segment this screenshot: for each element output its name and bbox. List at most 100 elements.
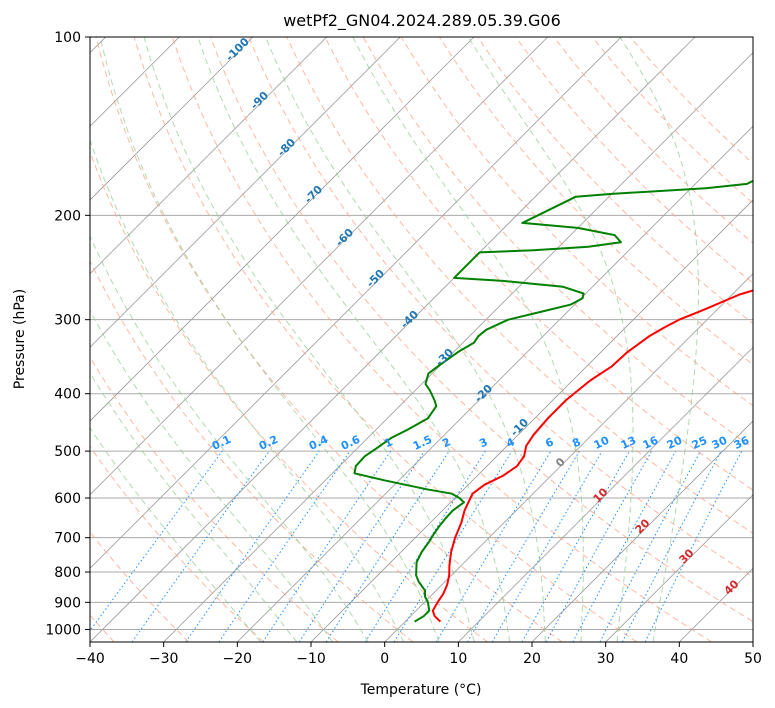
mixing-ratio-label: 8 (570, 435, 582, 450)
plot-frame (89, 36, 754, 643)
y-axis-label: Pressure (hPa) (12, 289, 28, 389)
moist-adiabat (90, 235, 369, 642)
mixing-ratio-line (545, 450, 653, 642)
dry-adiabat (553, 37, 753, 244)
series-line-0 (431, 289, 753, 623)
y-tick-label: 800 (54, 565, 81, 581)
mixing-ratio-label: 3 (477, 435, 489, 450)
isotherm-label: -60 (333, 226, 356, 249)
dry-adiabat (324, 37, 753, 491)
sounding-profiles (353, 179, 753, 623)
isotherm-line (163, 52, 753, 642)
isotherm-line (679, 567, 753, 642)
x-tick-label: 10 (449, 651, 467, 667)
dry-adiabat (95, 37, 563, 642)
isotherm-line (605, 494, 753, 642)
mixing-ratio-line (262, 450, 392, 642)
dry-adiabat (171, 37, 712, 642)
moist-adiabat-label: 10 (591, 485, 611, 505)
isotherm-line (90, 37, 548, 496)
mixing-ratio-line (90, 450, 223, 632)
dry-adiabat (90, 259, 414, 642)
mixing-ratio-line (599, 450, 701, 642)
x-tick-label: 40 (670, 651, 688, 667)
moist-adiabat (99, 37, 440, 642)
x-tick-label: 20 (523, 651, 541, 667)
dry-adiabat (286, 37, 753, 534)
mixing-ratio-label: 36 (732, 434, 752, 452)
mixing-ratio-label: 25 (690, 434, 709, 452)
moist-adiabat (467, 37, 634, 642)
mixing-ratio-label: 2 (440, 435, 452, 450)
mixing-ratio-label: 0.6 (339, 433, 362, 453)
moist-adiabat (90, 371, 298, 642)
dry-adiabat (248, 37, 753, 578)
y-tick-label: 700 (54, 531, 81, 547)
mixing-ratio-label: 13 (619, 434, 638, 452)
isotherm-label: -80 (275, 136, 298, 159)
moist-adiabat-label: 40 (722, 577, 742, 597)
line-annotations: -100-90-80-70-60-50-40-30-20-100.1 0.2 0.4… (210, 35, 752, 598)
isotherm-label: -10 (508, 416, 531, 439)
x-tick-label: −30 (149, 651, 179, 667)
axes: −40 −30 −20 −10 0 10 20 30 40 5010020030040050060… (45, 30, 762, 667)
y-tick-label: 300 (54, 313, 81, 329)
isotherm-line (458, 346, 753, 642)
mixing-ratio-line (131, 450, 270, 642)
mixing-ratio-label: 30 (710, 434, 730, 452)
isotherm-label: -70 (302, 183, 325, 206)
isotherm-line (310, 199, 753, 642)
moist-adiabat (90, 309, 334, 642)
moist-adiabat (90, 138, 405, 642)
mixing-ratio-line (521, 450, 630, 642)
mixing-ratio-label: 0.4 (307, 433, 330, 453)
series-line-1 (353, 179, 753, 623)
mixing-ratio-line (644, 450, 743, 642)
background-lines (90, 37, 753, 642)
x-tick-label: 30 (597, 651, 615, 667)
moist-adiabat (265, 37, 546, 642)
mixing-ratio-line (298, 450, 425, 642)
mixing-ratio-label: 1.5 (411, 433, 434, 453)
moist-adiabat (143, 37, 475, 642)
x-tick-label: −20 (223, 651, 253, 667)
moist-adiabat-label: 0 (553, 455, 568, 470)
mixing-ratio-line (572, 450, 677, 642)
y-tick-label: 1000 (45, 622, 81, 638)
y-tick-label: 200 (54, 208, 81, 224)
isotherm-line (752, 641, 753, 642)
y-tick-label: 100 (54, 30, 81, 46)
isotherm-line (531, 420, 753, 642)
y-tick-label: 400 (54, 387, 81, 403)
dry-adiabat (515, 37, 753, 284)
mixing-ratio-label: 6 (543, 435, 556, 450)
x-axis-label: Temperature (°C) (360, 682, 482, 698)
mixing-ratio-line (218, 450, 351, 642)
isotherm-line (384, 273, 753, 642)
moist-adiabat (619, 37, 699, 642)
mixing-ratio-line (393, 450, 513, 642)
moist-adiabat (90, 427, 262, 642)
mixing-ratio-label: 16 (641, 434, 661, 452)
dry-adiabat (210, 37, 753, 623)
isotherm-line (90, 37, 327, 275)
dry-adiabat (90, 356, 339, 642)
isotherm-line (90, 37, 254, 201)
y-tick-label: 600 (54, 491, 81, 507)
y-tick-label: 500 (54, 444, 81, 460)
isotherm-label: -90 (248, 89, 271, 112)
isotherm-line (90, 37, 475, 422)
moist-adiabat-label: 20 (633, 516, 653, 536)
isotherm-line (90, 37, 401, 348)
moist-adiabat (352, 37, 584, 642)
isotherm-line (90, 37, 622, 569)
x-tick-label: 50 (744, 651, 762, 667)
isotherm-label: -20 (472, 382, 495, 405)
moist-adiabat (197, 37, 511, 642)
x-tick-label: −10 (296, 651, 326, 667)
y-tick-label: 900 (54, 595, 81, 611)
mixing-ratio-label: 0.1 (210, 433, 233, 453)
isotherm-label: -100 (223, 35, 252, 64)
moist-adiabat-label: 30 (677, 546, 697, 566)
